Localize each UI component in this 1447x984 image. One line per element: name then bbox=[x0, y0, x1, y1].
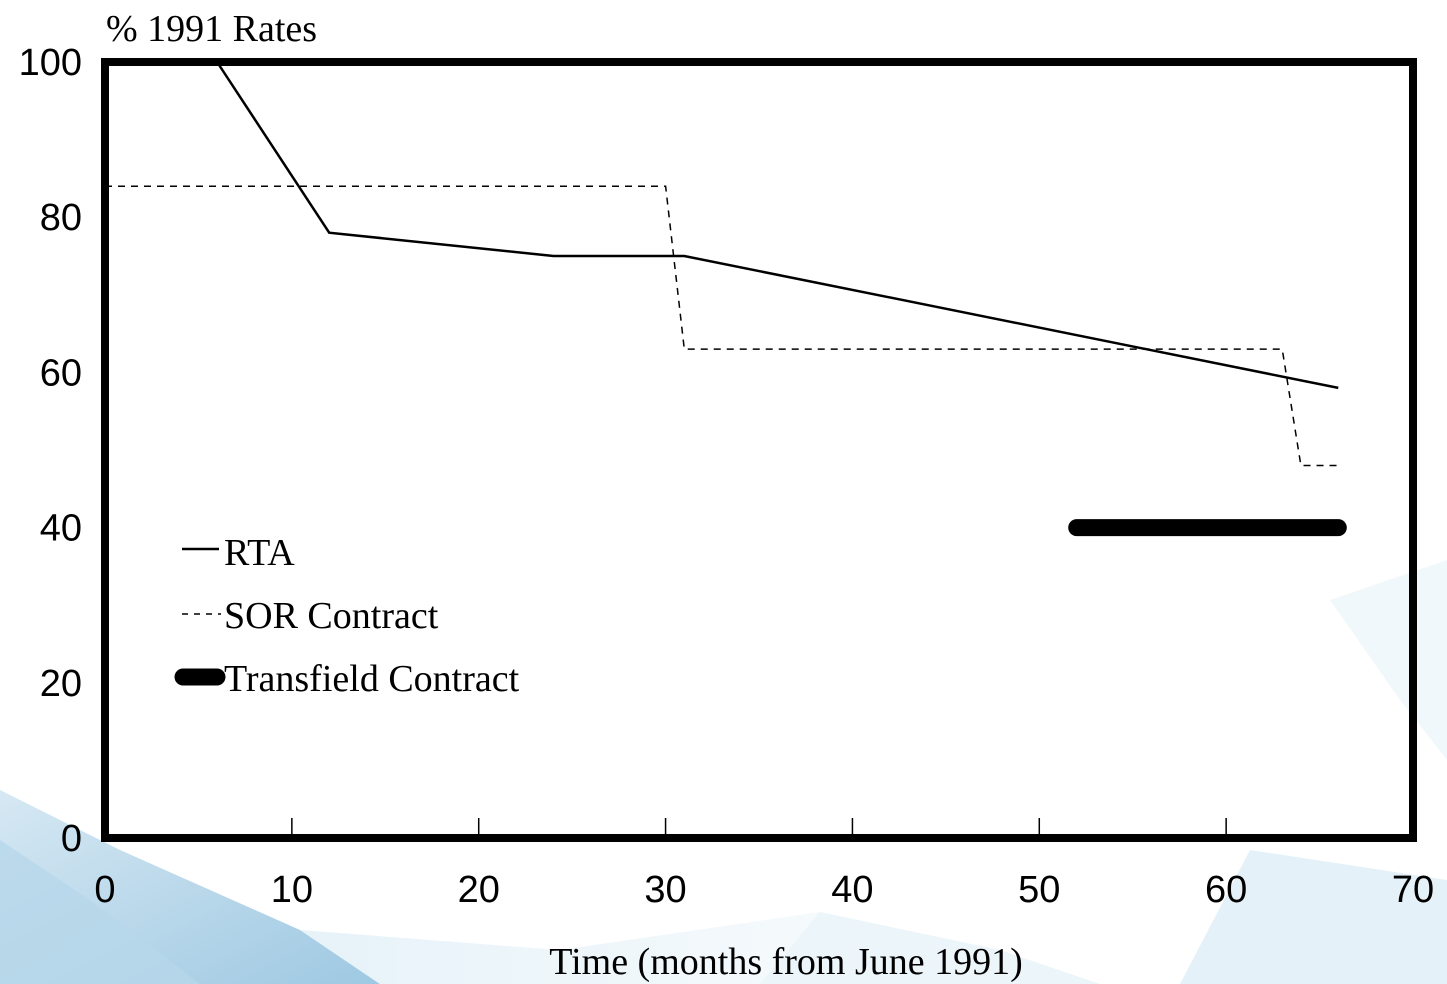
x-axis-tick-labels: 0 10 20 30 40 50 60 70 bbox=[94, 869, 1434, 911]
y-axis-tick-labels: 0 20 40 60 80 100 bbox=[19, 42, 82, 860]
x-tick-label: 40 bbox=[831, 869, 873, 911]
x-tick-label: 70 bbox=[1392, 869, 1434, 911]
x-tick-label: 0 bbox=[94, 869, 115, 911]
y-tick-label: 0 bbox=[61, 818, 82, 860]
x-axis-ticks bbox=[291, 818, 1227, 838]
plot-frame bbox=[101, 58, 1417, 842]
legend-label-sor-contract: SOR Contract bbox=[224, 595, 439, 637]
background-decoration bbox=[0, 560, 1447, 984]
y-tick-label: 20 bbox=[40, 663, 82, 705]
y-tick-label: 80 bbox=[40, 197, 82, 239]
y-tick-label: 100 bbox=[19, 42, 82, 84]
x-tick-label: 30 bbox=[644, 869, 686, 911]
y-tick-label: 40 bbox=[40, 508, 82, 550]
legend-label-rta: RTA bbox=[224, 532, 295, 574]
x-tick-label: 50 bbox=[1018, 869, 1060, 911]
y-tick-label: 60 bbox=[40, 352, 82, 394]
x-axis-label: Time (months from June 1991) bbox=[549, 941, 1023, 983]
x-tick-label: 20 bbox=[458, 869, 500, 911]
legend-label-transfield-contract: Transfield Contract bbox=[224, 658, 520, 700]
y-axis-label: % 1991 Rates bbox=[106, 8, 317, 50]
legend: RTA SOR Contract Transfield Contract bbox=[174, 532, 520, 700]
series-line-sor-contract bbox=[105, 185, 1339, 467]
x-tick-label: 60 bbox=[1205, 869, 1247, 911]
series-line-rta bbox=[216, 61, 1339, 390]
series-layer bbox=[105, 61, 1347, 537]
x-tick-label: 10 bbox=[271, 869, 313, 911]
